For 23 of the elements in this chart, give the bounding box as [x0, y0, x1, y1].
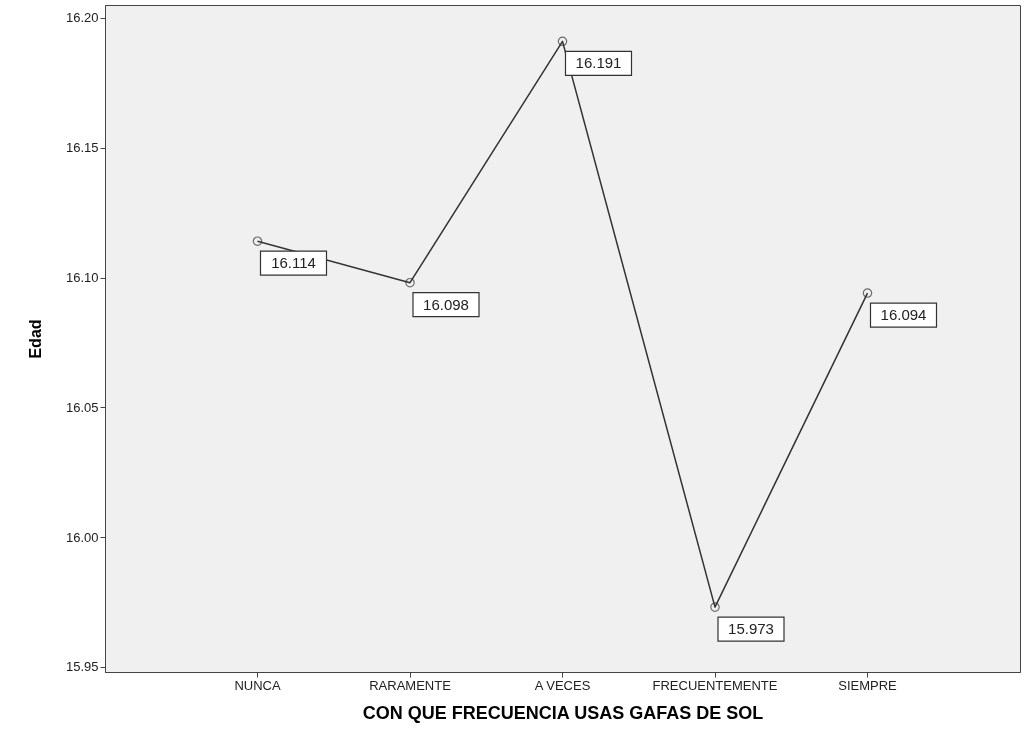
y-tick-label: 16.00 — [65, 529, 99, 545]
x-tick-label: RARAMENTE — [369, 677, 452, 693]
y-tick-label: 16.20 — [65, 10, 99, 26]
data-label: 15.973 — [728, 620, 774, 638]
y-tick-label: 16.10 — [65, 270, 99, 286]
point — [405, 277, 415, 288]
point — [710, 602, 720, 612]
x-tick-label: NUNCA — [234, 677, 281, 693]
data-label: 16.098 — [423, 295, 469, 313]
point — [252, 236, 263, 246]
x-tick-label: A VECES — [534, 677, 591, 693]
y-axis-title: Edad — [26, 319, 44, 359]
data-label: 16.094 — [880, 306, 927, 324]
point — [862, 288, 873, 298]
x-tick-label: SIEMPRE — [838, 677, 898, 693]
y-tick-label: 16.15 — [65, 140, 99, 156]
x-axis-title: CON QUE FRECUENCIA USAS GAFAS DE SOL — [362, 702, 764, 723]
x-tick-label: FRECUENTEMENTE — [652, 677, 778, 693]
point — [557, 36, 568, 47]
data-label: 16.191 — [575, 54, 622, 72]
y-tick-label: 16.05 — [65, 399, 99, 415]
data-label: 16.114 — [271, 254, 316, 272]
y-tick-label: 15.95 — [65, 659, 99, 675]
